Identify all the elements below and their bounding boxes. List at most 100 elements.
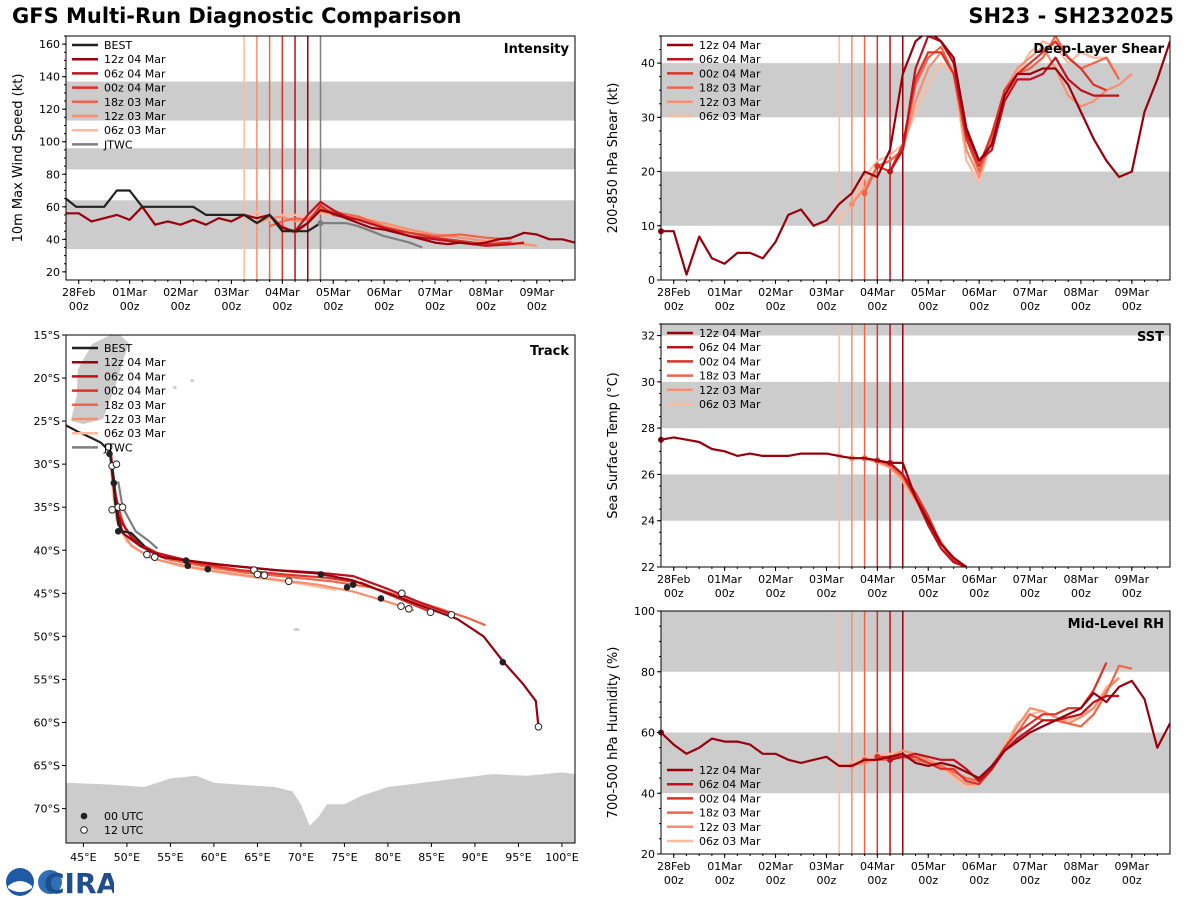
rh-xtick-date: 05Mar [911, 860, 946, 873]
legend-label-12utc: 12 UTC [104, 824, 144, 837]
track-marker-12utc [108, 505, 116, 514]
madagascar-land [69, 335, 130, 425]
track-xtick-label: 50°E [114, 851, 140, 864]
intensity-series-line [256, 210, 537, 247]
track-series-line [111, 472, 486, 627]
track-legend-label: 12z 03 Mar [104, 413, 166, 426]
intensity-series-line [269, 207, 512, 241]
shear-xtick-date: 09Mar [1114, 286, 1149, 299]
shear-xtick-date: 04Mar [860, 286, 895, 299]
track-xtick-label: 80°E [375, 851, 401, 864]
figure-title: GFS Multi-Run Diagnostic Comparison [12, 4, 462, 28]
track-marker-12utc [260, 571, 269, 580]
sst-xtick-hour: 00z [867, 587, 887, 600]
rh-legend-label: 18z 03 Mar [699, 807, 761, 820]
intensity-xtick-date: 08Mar [469, 286, 504, 299]
intensity-jtwc-line [320, 222, 423, 249]
rh-legend-label: 12z 04 Mar [699, 764, 761, 777]
track-ytick-label: 55°S [34, 673, 60, 686]
noaa-wave-icon [8, 881, 32, 892]
track-ytick-label: 25°S [34, 415, 60, 428]
intensity-panel: 2040608010012014016028Feb00z01Mar00z02Ma… [11, 35, 576, 313]
track-marker-12utc [284, 577, 293, 586]
track-series-line [108, 446, 540, 727]
intensity-xtick-hour: 00z [272, 300, 292, 313]
sst-series-line [661, 436, 968, 567]
track-legend-label: 06z 03 Mar [104, 427, 166, 440]
sst-xtick-hour: 00z [817, 587, 837, 600]
track-marker-12utc [447, 611, 456, 619]
shear-xtick-hour: 00z [1122, 300, 1142, 313]
rh-legend-label: 00z 04 Mar [699, 792, 761, 805]
shear-xtick-hour: 00z [1020, 300, 1040, 313]
track-marker-00utc [349, 581, 357, 588]
track-xtick-label: 75°E [331, 851, 357, 864]
island [172, 386, 177, 390]
sst-xtick-hour: 00z [1020, 587, 1040, 600]
sst-series-line [889, 462, 967, 567]
sst-xtick-date: 05Mar [911, 573, 946, 586]
rh-xtick-hour: 00z [1071, 874, 1091, 887]
intensity-legend-label: BEST [104, 39, 132, 52]
shear-init-point [887, 168, 894, 175]
rh-xtick-hour: 00z [817, 874, 837, 887]
shear-init-point [836, 217, 843, 224]
sst-panel: 22242628303228Feb00z01Mar00z02Mar00z03Ma… [606, 323, 1171, 600]
shear-ytick-label: 20 [641, 166, 655, 179]
shear-legend-label: 00z 04 Mar [699, 67, 761, 80]
sst-xtick-date: 02Mar [758, 573, 793, 586]
track-marker-12utc [534, 722, 543, 731]
track-ytick-label: 30°S [34, 458, 60, 471]
track-marker-12utc [253, 570, 262, 579]
rh-series-line [661, 679, 1170, 780]
track-marker-00utc [184, 562, 192, 570]
shear-xtick-hour: 00z [969, 300, 989, 313]
track-xtick-label: 95°E [505, 851, 531, 864]
rh-legend-label: 12z 03 Mar [699, 821, 761, 834]
island [190, 379, 195, 383]
shear-legend-label: 12z 04 Mar [699, 39, 761, 52]
intensity-xtick-hour: 00z [222, 300, 242, 313]
track-marker-12utc [118, 503, 127, 512]
intensity-ylabel: 10m Max Wind Speed (kt) [11, 74, 26, 243]
intensity-ytick-label: 100 [39, 136, 60, 149]
track-frame [65, 334, 576, 844]
sst-ytick-label: 30 [641, 376, 655, 389]
track-legend-label: 12z 04 Mar [104, 356, 166, 369]
track-marker-12utc [104, 443, 113, 451]
track-ytick-label: 65°S [34, 760, 60, 773]
rh-xtick-date: 07Mar [1013, 860, 1048, 873]
sst-xtick-hour: 00z [918, 587, 938, 600]
track-marker-00utc [317, 571, 325, 578]
intensity-legend-label: 06z 03 Mar [104, 124, 166, 137]
track-marker-00utc [110, 479, 118, 487]
intensity-xtick-date: 06Mar [367, 286, 402, 299]
track-xtick-label: 55°E [157, 851, 183, 864]
intensity-xtick-date: 04Mar [265, 286, 300, 299]
track-panel: 45°E 50°E 55°E 60°E 65°E 70°E 75°E 80°E 85°E 90°E… [34, 329, 579, 864]
shear-xtick-date: 06Mar [962, 286, 997, 299]
track-marker-00utc [114, 528, 122, 535]
intensity-xtick-hour: 00z [527, 300, 547, 313]
track-ytick-label: 70°S [34, 803, 60, 816]
rh-xtick-hour: 00z [766, 874, 786, 887]
sst-xtick-date: 03Mar [809, 573, 844, 586]
chart-layer: 2040608010012014016028Feb00z01Mar00z02Ma… [11, 35, 1171, 887]
sst-xtick-date: 01Mar [707, 573, 742, 586]
track-marker-00utc [204, 565, 212, 573]
track-marker-12utc [150, 553, 159, 561]
intensity-ytick-label: 160 [39, 38, 60, 51]
sst-xtick-hour: 00z [1122, 587, 1142, 600]
rh-legend-label: 06z 03 Mar [699, 835, 761, 848]
intensity-ytick-label: 120 [39, 103, 60, 116]
shear-legend-label: 18z 03 Mar [699, 82, 761, 95]
track-marker-12utc [426, 608, 435, 617]
shear-xtick-hour: 00z [867, 300, 887, 313]
track-legend-label: BEST [104, 342, 132, 355]
sst-legend-label: 00z 04 Mar [699, 355, 761, 368]
sst-xtick-hour: 00z [766, 587, 786, 600]
track-marker-12utc [405, 605, 413, 613]
rh-xtick-hour: 00z [969, 874, 989, 887]
intensity-series-line [66, 205, 575, 246]
sst-xtick-date: 07Mar [1013, 573, 1048, 586]
